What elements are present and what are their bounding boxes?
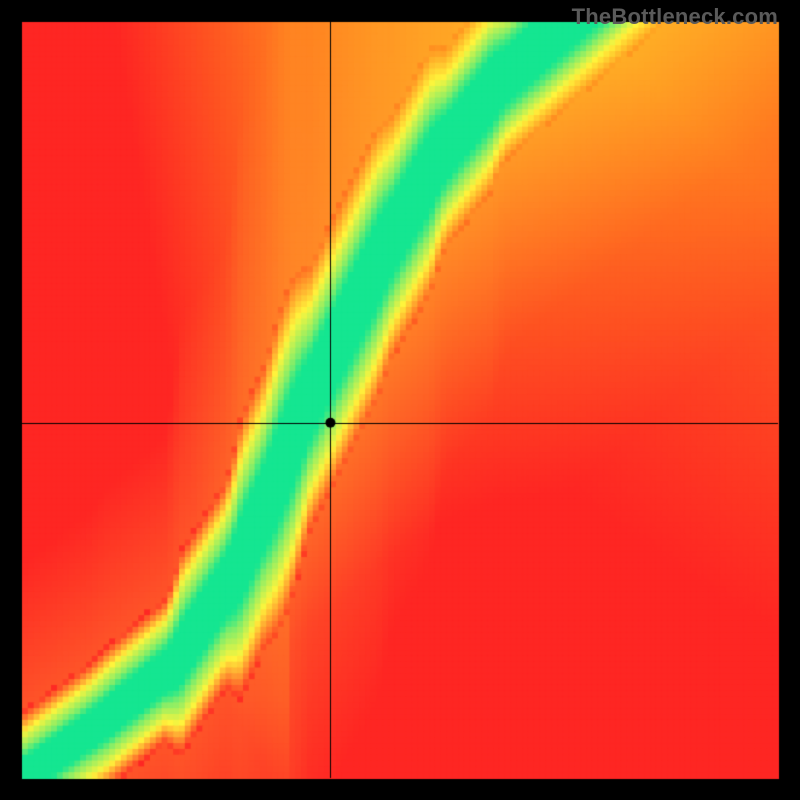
bottleneck-heatmap: [0, 0, 800, 800]
watermark-text: TheBottleneck.com: [572, 4, 778, 30]
chart-container: { "watermark": "TheBottleneck.com", "can…: [0, 0, 800, 800]
